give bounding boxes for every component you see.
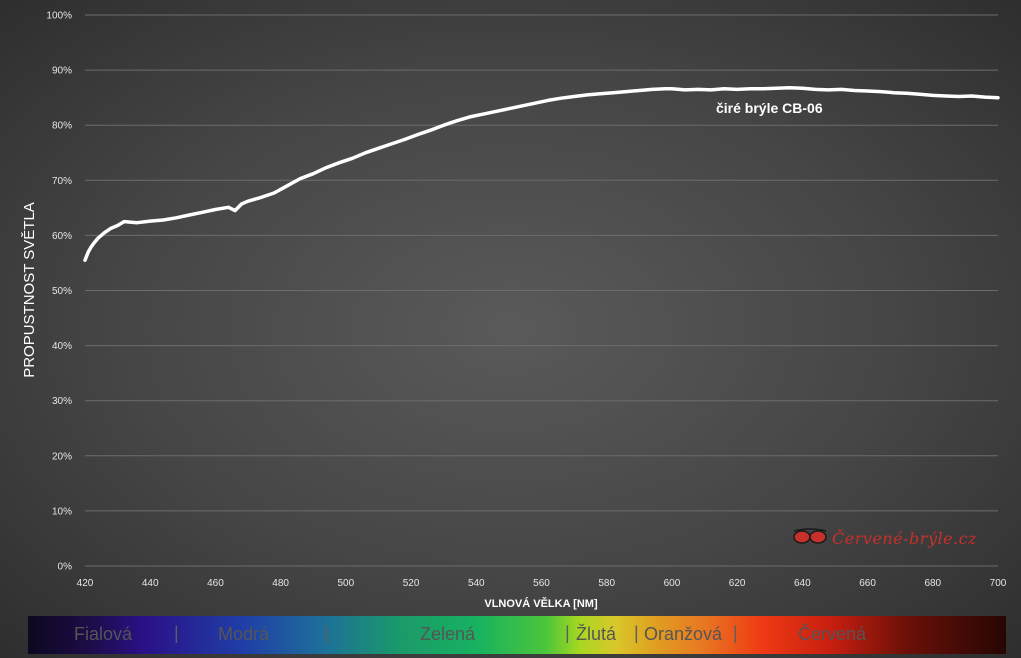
x-tick-label: 600 xyxy=(664,578,681,589)
x-tick-label: 540 xyxy=(468,578,485,589)
x-tick-label: 420 xyxy=(77,578,94,589)
y-tick-label: 20% xyxy=(52,451,72,462)
series-layer xyxy=(83,85,1000,262)
y-tick-label: 100% xyxy=(46,11,72,22)
y-tick-label: 70% xyxy=(52,176,72,187)
x-tick-label: 620 xyxy=(729,578,746,589)
band-separator: | xyxy=(565,623,570,643)
logo-text: Červené-brýle.cz xyxy=(832,529,978,548)
glasses-icon xyxy=(792,526,828,551)
x-axis-ticks: 420 440 460 480 500 520 540 560 580 600 620 640 660 6… xyxy=(77,578,1007,589)
series-label: čiré brýle CB-06 xyxy=(716,100,823,116)
y-tick-label: 90% xyxy=(52,66,72,77)
x-tick-label: 560 xyxy=(533,578,550,589)
x-tick-label: 520 xyxy=(403,578,420,589)
band-label-blue: Modrá xyxy=(218,624,270,644)
x-axis-label: VLNOVÁ VĚLKA [NM] xyxy=(484,597,598,610)
y-tick-label: 60% xyxy=(52,231,72,242)
x-tick-label: 440 xyxy=(142,578,159,589)
x-tick-label: 640 xyxy=(794,578,811,589)
y-tick-label: 40% xyxy=(52,341,72,352)
site-logo: Červené-brýle.cz xyxy=(792,526,977,551)
band-label-orange: Oranžová xyxy=(644,624,723,644)
band-separator: | xyxy=(733,623,738,643)
band-label-red: Červená xyxy=(798,624,867,644)
y-axis-label: PROPUSTNOST SVĚTLA xyxy=(21,202,38,378)
band-label-green: Zelená xyxy=(420,624,476,644)
band-separator: | xyxy=(634,623,639,643)
x-tick-label: 580 xyxy=(598,578,615,589)
x-tick-label: 460 xyxy=(207,578,224,589)
band-label-violet: Fialová xyxy=(74,624,133,644)
color-spectrum-bar: Fialová | Modrá | Zelená | Žlutá | Oranž… xyxy=(28,616,1006,654)
band-separator: | xyxy=(174,623,179,643)
series-line xyxy=(83,85,1000,262)
x-tick-label: 680 xyxy=(924,578,941,589)
y-tick-label: 80% xyxy=(52,121,72,132)
y-tick-label: 10% xyxy=(52,506,72,517)
y-tick-label: 30% xyxy=(52,396,72,407)
grid-lines xyxy=(85,14,998,567)
band-separator: | xyxy=(324,623,329,643)
y-axis-ticks: 0% 10% 20% 30% 40% 50% 60% 70% 80% 90% 100% xyxy=(46,11,72,573)
transmission-chart: 0% 10% 20% 30% 40% 50% 60% 70% 80% 90% 100% 420 440… xyxy=(21,10,1007,610)
x-tick-label: 480 xyxy=(272,578,289,589)
x-tick-label: 500 xyxy=(338,578,355,589)
x-tick-label: 660 xyxy=(859,578,876,589)
band-label-yellow: Žlutá xyxy=(576,624,617,644)
x-tick-label: 700 xyxy=(990,578,1007,589)
y-tick-label: 50% xyxy=(52,286,72,297)
y-tick-label: 0% xyxy=(58,562,73,573)
